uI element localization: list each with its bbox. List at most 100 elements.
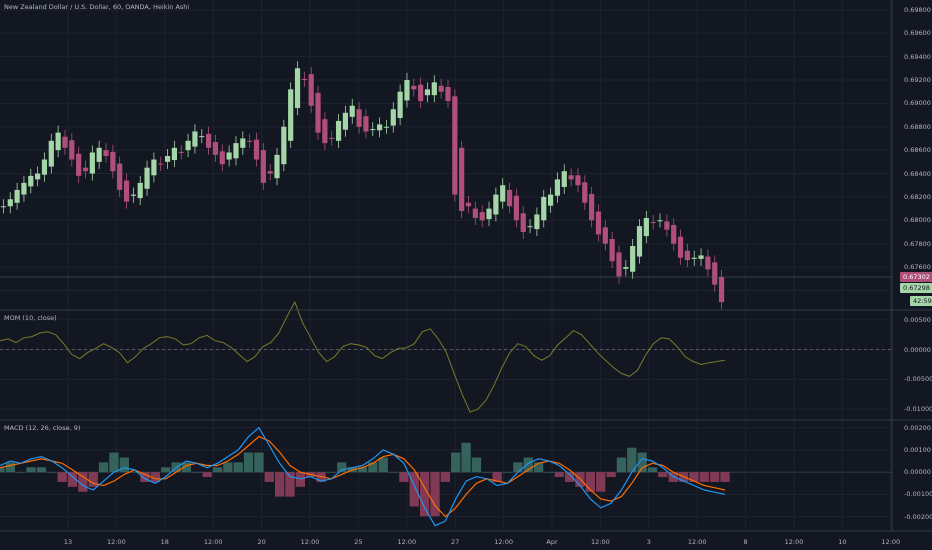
candle-body: [554, 179, 561, 196]
candle-body: [206, 133, 212, 148]
time-tick-label: 20: [257, 538, 266, 546]
candle-body: [582, 182, 588, 203]
candle-body: [650, 222, 656, 224]
macd-histogram-bar: [720, 472, 730, 482]
candle-body: [363, 116, 369, 132]
candle-body: [0, 206, 7, 208]
time-tick-label: 12:00: [494, 538, 513, 546]
candle-body: [677, 236, 684, 258]
macd-histogram-bar: [430, 472, 440, 517]
candle-body: [158, 163, 164, 165]
candle-body: [705, 256, 711, 270]
macd-histogram-bar: [357, 467, 368, 473]
time-tick-label: 12:00: [687, 538, 707, 546]
candle-body: [486, 208, 492, 220]
macd-histogram-bar: [337, 462, 347, 473]
macd-tick-label: 0.00100: [904, 445, 931, 454]
macd-histogram-bar: [129, 472, 140, 473]
macd-histogram-bar: [161, 467, 171, 473]
macd-histogram-bar: [88, 472, 98, 487]
macd-histogram-bar: [658, 472, 668, 478]
candle-body: [130, 194, 136, 196]
candle-body: [178, 151, 184, 153]
macd-histogram-bar: [368, 462, 378, 473]
macd-histogram-bar: [26, 467, 36, 473]
candle-body: [383, 126, 390, 128]
macd-histogram-bar: [502, 472, 513, 473]
candle-body: [718, 277, 725, 303]
candle-body: [424, 89, 431, 96]
price-tick-label: 0.68600: [904, 146, 931, 155]
macd-tick-label: 0.00200: [904, 423, 931, 432]
macd-tick-label: -0.00100: [904, 490, 932, 499]
candle-body: [274, 154, 280, 179]
candle-body: [465, 202, 472, 207]
candle-body: [438, 85, 444, 92]
price-tick-label: 0.68800: [904, 122, 931, 131]
macd-histogram-bar: [689, 472, 699, 482]
candle-body: [493, 194, 499, 215]
macd-histogram-bar: [295, 472, 306, 487]
candle-body: [459, 147, 465, 211]
time-tick-label: 12:00: [397, 538, 417, 546]
macd-tick-label: -0.00200: [904, 512, 932, 521]
price-tick-label: 0.67600: [904, 263, 931, 272]
macd-line: [0, 426, 726, 527]
candle-body: [342, 112, 348, 130]
macd-histogram-bar: [709, 472, 720, 482]
candle-body: [267, 171, 273, 174]
macd-histogram-bar: [0, 467, 5, 473]
candle-body: [281, 126, 287, 165]
macd-histogram-bar: [264, 472, 274, 482]
macd-histogram-bar: [36, 467, 47, 473]
macd-histogram-bar: [47, 472, 57, 473]
candle-body: [199, 136, 205, 138]
candle-body: [411, 85, 417, 90]
macd-histogram-bar: [596, 472, 606, 492]
candle-body: [335, 120, 342, 141]
candle-body: [288, 89, 294, 141]
candle-body: [404, 80, 410, 101]
price-tick-label: 0.69800: [904, 5, 931, 14]
macd-histogram-bar: [285, 472, 295, 497]
symbol-title: New Zealand Dollar / U.S. Dollar, 60, OA…: [4, 3, 190, 11]
candle-body: [712, 262, 718, 285]
macd-histogram-bar: [326, 472, 337, 473]
macd-histogram-bar: [523, 457, 533, 473]
candle-body: [41, 159, 48, 175]
candle-body: [684, 250, 690, 261]
macd-pane-label: MACD (12, 26, close, 9): [4, 424, 81, 432]
price-tick-label: 0.68200: [904, 192, 931, 201]
time-tick-label: 12:00: [107, 538, 126, 546]
candle-body: [294, 68, 301, 109]
candle-body: [431, 82, 437, 96]
candle-body: [117, 163, 123, 190]
last-close-badge: 0.67298: [900, 283, 932, 293]
pane-frames: [0, 0, 932, 532]
candle-body: [534, 214, 540, 230]
candle-body: [164, 156, 171, 162]
candle-body: [472, 208, 478, 218]
candle-body: [527, 226, 533, 228]
candle-body: [28, 175, 34, 187]
candle-body: [14, 189, 20, 203]
signal-line: [0, 435, 726, 518]
time-tick-label: 13: [63, 538, 73, 546]
macd-histogram-bar: [461, 442, 471, 473]
macd-histogram-bar: [274, 472, 285, 497]
price-tick-label: 0.67800: [904, 239, 931, 248]
candle-body: [349, 105, 355, 117]
candle-body: [96, 147, 102, 162]
candle-body: [418, 84, 424, 102]
price-tick-label: 0.69200: [904, 76, 931, 84]
macd-histogram-bar: [119, 457, 129, 473]
momentum-pane-label: MOM (10, close): [4, 314, 57, 322]
macd-histogram-bar: [492, 472, 502, 482]
time-tick-label: Apr: [546, 538, 558, 546]
macd-histogram-bar: [16, 472, 26, 473]
macd-histogram-bar: [451, 452, 461, 473]
candle-body: [7, 199, 13, 207]
candle-body: [76, 153, 82, 176]
